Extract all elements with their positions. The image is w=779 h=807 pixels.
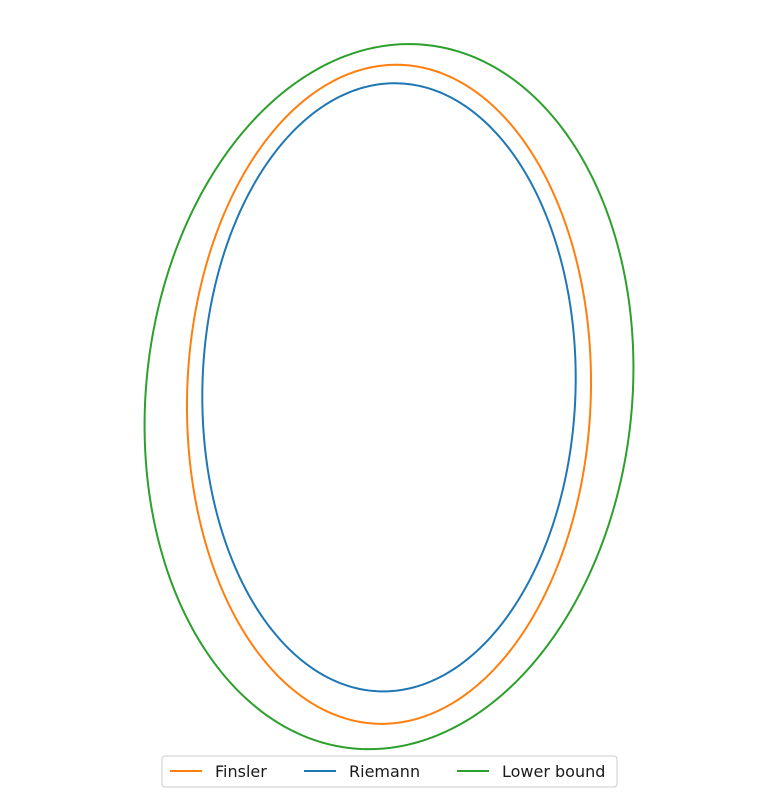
plot-area — [143, 43, 635, 751]
series-line-riemann — [201, 82, 577, 693]
legend-label-finsler: Finsler — [215, 762, 267, 781]
legend-frame — [161, 755, 618, 788]
legend-label-riemann: Riemann — [349, 762, 420, 781]
legend: Finsler Riemann Lower bound — [161, 755, 618, 788]
series-line-lower-bound — [143, 43, 635, 751]
series-line-finsler — [185, 63, 593, 725]
legend-label-lower-bound: Lower bound — [502, 762, 605, 781]
